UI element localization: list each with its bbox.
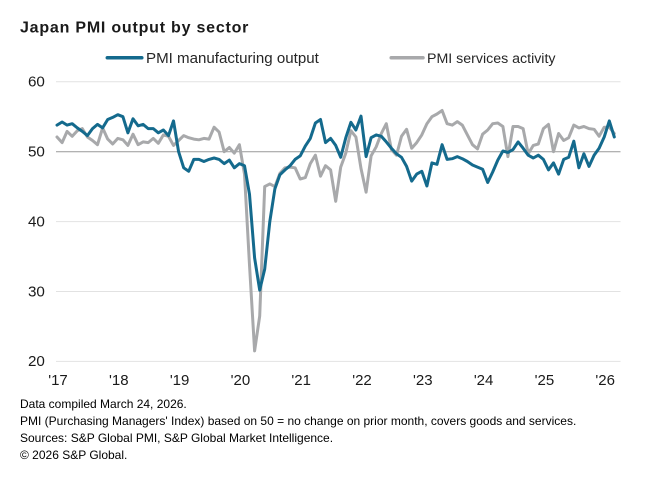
svg-text:40: 40 bbox=[28, 213, 45, 230]
svg-text:'17: '17 bbox=[48, 372, 68, 389]
svg-text:50: 50 bbox=[28, 144, 45, 161]
svg-text:'25: '25 bbox=[535, 372, 555, 389]
svg-text:'20: '20 bbox=[231, 372, 251, 389]
svg-text:'24: '24 bbox=[474, 372, 494, 389]
svg-text:PMI services activity: PMI services activity bbox=[427, 51, 556, 67]
svg-text:'19: '19 bbox=[170, 372, 190, 389]
svg-text:'21: '21 bbox=[291, 372, 311, 389]
svg-text:'26: '26 bbox=[595, 372, 615, 389]
svg-text:Sources: S&P Global PMI, S&P G: Sources: S&P Global PMI, S&P Global Mark… bbox=[20, 431, 333, 445]
svg-text:'18: '18 bbox=[109, 372, 129, 389]
svg-text:'23: '23 bbox=[413, 372, 433, 389]
svg-text:'22: '22 bbox=[352, 372, 372, 389]
svg-text:30: 30 bbox=[28, 283, 45, 300]
svg-text:© 2026 S&P Global.: © 2026 S&P Global. bbox=[20, 448, 127, 462]
svg-text:20: 20 bbox=[28, 353, 45, 370]
svg-text:Data compiled March 24, 2026.: Data compiled March 24, 2026. bbox=[20, 397, 187, 411]
svg-text:PMI (Purchasing Managers' Inde: PMI (Purchasing Managers' Index) based o… bbox=[20, 414, 576, 428]
svg-text:Japan PMI output by sector: Japan PMI output by sector bbox=[20, 20, 249, 37]
svg-text:PMI manufacturing output: PMI manufacturing output bbox=[146, 50, 320, 67]
svg-text:60: 60 bbox=[28, 74, 45, 91]
